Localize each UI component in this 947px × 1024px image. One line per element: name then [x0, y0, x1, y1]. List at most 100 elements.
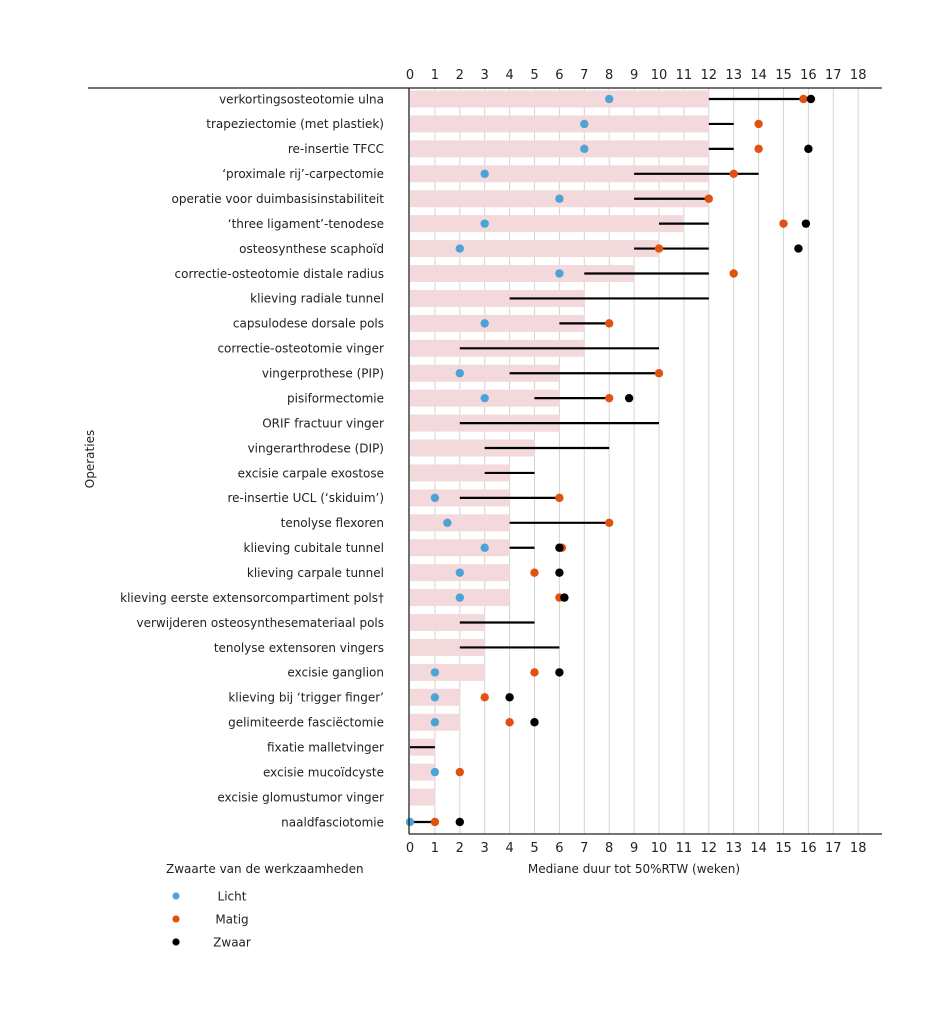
row-label-2: re-insertie TFCC: [288, 142, 384, 156]
dot-zwaar-6: [794, 244, 803, 253]
bar-0: [410, 90, 709, 108]
dot-licht-2: [580, 144, 589, 154]
dot-matig-3: [729, 169, 738, 178]
row-label-24: klieving bij ‘trigger finger’: [228, 691, 384, 705]
dot-licht-29: [405, 817, 415, 827]
range-lines: [410, 97, 804, 824]
dot-matig-25: [505, 718, 514, 727]
tick-top-3: 3: [481, 68, 489, 83]
dot-licht-0: [605, 94, 614, 104]
dot-licht-23: [430, 668, 440, 677]
gridlines: [434, 88, 859, 834]
dot-licht-24: [430, 693, 440, 702]
tick-bottom-10: 10: [651, 841, 668, 856]
y-axis-title: Operaties: [83, 430, 97, 488]
legend-title: Zwaarte van de werkzaamheden: [166, 862, 364, 876]
row-label-21: verwijderen osteosynthesemateriaal pols: [137, 616, 384, 630]
tick-bottom-11: 11: [676, 841, 693, 856]
tick-top-2: 2: [456, 68, 464, 83]
tick-top-15: 15: [775, 68, 792, 83]
dot-matig-7: [729, 269, 738, 278]
bar-5: [410, 215, 684, 233]
legend: Zwaarte van de werkzaamheden Licht Matig Z…: [166, 862, 364, 949]
bar-1: [410, 115, 709, 133]
x-axis-title: Mediane duur tot 50%RTW (weken): [528, 862, 740, 876]
tick-bottom-0: 0: [406, 841, 414, 856]
row-label-5: ‘three ligament’-tenodese: [228, 217, 384, 231]
row-label-9: capsulodese dorsale pols: [233, 317, 384, 331]
tick-top-14: 14: [750, 68, 767, 83]
dot-matig-6: [654, 244, 664, 253]
tick-top-4: 4: [505, 68, 513, 83]
tick-top-18: 18: [850, 68, 867, 83]
bar-27: [410, 763, 435, 781]
dot-zwaar-24: [505, 693, 514, 702]
row-label-8: klieving radiale tunnel: [250, 292, 384, 306]
y-axis-labels: verkortingsosteotomie ulna trapeziectomie…: [120, 92, 384, 829]
x-axis-bottom-ticks: 0 1 2 3 4 5 6 7 8 9 10 11 12 13 14 15 16 17 18: [406, 841, 867, 856]
row-label-4: operatie voor duimbasisinstabiliteit: [172, 192, 385, 206]
tick-bottom-12: 12: [701, 841, 718, 856]
dot-licht-17: [443, 518, 452, 528]
dot-zwaar-0: [806, 94, 816, 104]
tick-bottom-17: 17: [825, 841, 842, 856]
tick-top-12: 12: [701, 68, 718, 83]
legend-marker-licht: [172, 892, 180, 900]
dot-licht-6: [455, 244, 464, 253]
dot-licht-3: [480, 169, 489, 178]
bar-28: [410, 788, 435, 806]
tick-bottom-15: 15: [775, 841, 792, 856]
dot-licht-1: [580, 119, 589, 129]
row-label-15: excisie carpale exostose: [238, 466, 384, 480]
tick-top-6: 6: [555, 68, 563, 83]
dot-matig-1: [754, 119, 763, 129]
bar-8: [410, 289, 585, 307]
dot-zwaar-20: [560, 593, 569, 602]
bar-9: [410, 314, 585, 332]
legend-marker-zwaar: [172, 938, 180, 946]
row-label-17: tenolyse flexoren: [281, 516, 384, 530]
dot-zwaar-19: [555, 568, 564, 577]
dot-licht-18: [480, 543, 489, 552]
dot-matig-4: [704, 194, 713, 203]
row-label-1: trapeziectomie (met plastiek): [206, 117, 384, 131]
dot-licht-20: [455, 593, 464, 602]
row-label-14: vingerarthrodese (DIP): [248, 441, 384, 455]
dot-licht-4: [555, 194, 564, 203]
dot-licht-9: [480, 319, 489, 328]
tick-bottom-18: 18: [850, 841, 867, 856]
dot-licht-12: [480, 393, 489, 403]
legend-label-licht: Licht: [218, 889, 247, 903]
tick-bottom-4: 4: [505, 841, 513, 856]
row-label-10: correctie-osteotomie vinger: [217, 342, 384, 356]
row-label-29: naaldfasciotomie: [281, 815, 384, 829]
tick-top-8: 8: [605, 68, 613, 83]
median-bars: [410, 90, 709, 806]
dot-licht-25: [430, 718, 440, 727]
row-label-25: gelimiteerde fasciëctomie: [228, 716, 384, 730]
tick-top-17: 17: [825, 68, 842, 83]
bar-23: [410, 663, 485, 681]
tick-bottom-8: 8: [605, 841, 613, 856]
tick-bottom-3: 3: [481, 841, 489, 856]
row-label-0: verkortingsosteotomie ulna: [219, 92, 384, 106]
row-label-7: correctie-osteotomie distale radius: [175, 267, 384, 281]
dot-matig-0: [799, 94, 808, 104]
dot-matig-24: [480, 693, 489, 702]
dot-matig-9: [605, 319, 614, 328]
row-label-6: osteosynthese scaphoïd: [239, 242, 384, 256]
bar-21: [410, 614, 485, 632]
dot-zwaar-23: [555, 668, 564, 677]
tick-top-7: 7: [580, 68, 588, 83]
tick-top-9: 9: [630, 68, 638, 83]
dot-zwaar-25: [530, 718, 539, 727]
row-label-13: ORIF fractuur vinger: [262, 416, 384, 430]
tick-bottom-5: 5: [530, 841, 538, 856]
dot-matig-12: [605, 393, 614, 403]
row-label-19: klieving carpale tunnel: [247, 566, 384, 580]
bar-14: [410, 439, 535, 457]
tick-top-1: 1: [431, 68, 439, 83]
bar-17: [410, 514, 510, 532]
tick-top-5: 5: [530, 68, 538, 83]
